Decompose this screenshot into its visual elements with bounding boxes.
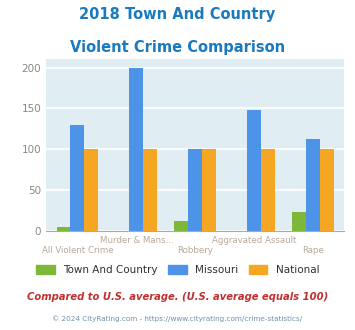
Bar bbox=[143, 149, 157, 231]
Bar bbox=[202, 149, 216, 231]
Bar bbox=[174, 221, 188, 231]
Bar bbox=[129, 68, 143, 231]
Bar bbox=[84, 149, 98, 231]
Bar bbox=[306, 140, 320, 231]
Bar bbox=[56, 227, 70, 231]
Text: Compared to U.S. average. (U.S. average equals 100): Compared to U.S. average. (U.S. average … bbox=[27, 292, 328, 302]
Bar bbox=[247, 110, 261, 231]
Text: Robbery: Robbery bbox=[177, 246, 213, 255]
Text: Rape: Rape bbox=[302, 246, 324, 255]
Text: All Violent Crime: All Violent Crime bbox=[42, 246, 113, 255]
Bar bbox=[70, 125, 84, 231]
Bar bbox=[188, 149, 202, 231]
Bar bbox=[320, 149, 334, 231]
Text: Violent Crime Comparison: Violent Crime Comparison bbox=[70, 40, 285, 54]
Text: Aggravated Assault: Aggravated Assault bbox=[212, 236, 296, 245]
Text: 2018 Town And Country: 2018 Town And Country bbox=[80, 7, 275, 21]
Text: Murder & Mans...: Murder & Mans... bbox=[99, 236, 173, 245]
Bar bbox=[292, 212, 306, 231]
Legend: Town And Country, Missouri, National: Town And Country, Missouri, National bbox=[32, 261, 323, 280]
Text: © 2024 CityRating.com - https://www.cityrating.com/crime-statistics/: © 2024 CityRating.com - https://www.city… bbox=[53, 315, 302, 322]
Bar bbox=[261, 149, 275, 231]
